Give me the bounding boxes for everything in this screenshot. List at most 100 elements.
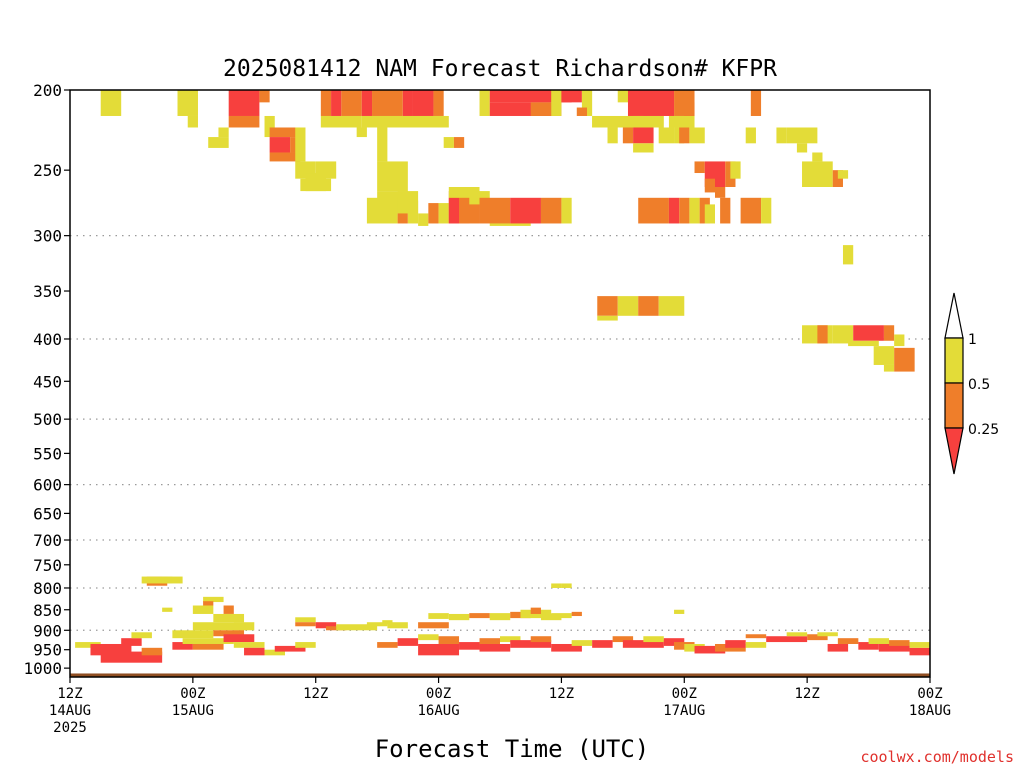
ri-cell: [878, 643, 910, 652]
credit-text[interactable]: coolwx.com/models: [860, 748, 1014, 766]
ri-cell: [837, 170, 849, 179]
y-tick-label: 300: [33, 227, 62, 246]
ri-cell: [658, 127, 675, 144]
ri-cell: [341, 90, 362, 116]
ri-cell: [848, 340, 879, 347]
ri-cell: [228, 115, 260, 128]
ri-cell: [438, 636, 460, 644]
ri-cell: [208, 137, 229, 148]
ri-cell: [382, 620, 393, 625]
ri-cell: [489, 223, 531, 226]
ri-cell: [868, 638, 890, 644]
ri-cell: [100, 651, 163, 663]
colorbar-top-triangle: [944, 292, 964, 339]
y-tick-label: 350: [33, 282, 62, 301]
ri-cell: [269, 137, 291, 153]
ri-cell: [561, 197, 572, 224]
ri-cell: [438, 115, 449, 128]
ri-cell: [361, 90, 373, 116]
x-tick-label: 00Z: [672, 686, 697, 702]
ri-cell: [889, 640, 910, 646]
ri-cell: [571, 640, 593, 646]
y-tick-label: 900: [33, 621, 62, 640]
ri-cell: [807, 634, 828, 641]
ri-cell: [612, 636, 634, 643]
ri-cell: [730, 161, 741, 179]
ri-cell: [172, 642, 193, 650]
x-tick-label: 12Z: [303, 686, 328, 702]
ri-cell: [295, 617, 316, 623]
ri-cell: [218, 127, 229, 138]
ri-cell: [812, 152, 823, 162]
ri-cell: [853, 325, 884, 341]
ri-cell: [827, 643, 849, 652]
ri-cell: [233, 642, 265, 648]
ri-cell: [418, 643, 460, 656]
ri-cell: [392, 115, 444, 128]
ri-cell: [90, 643, 132, 656]
ri-cell: [448, 186, 480, 198]
ri-cell: [366, 197, 398, 224]
y-tick-label: 950: [33, 641, 62, 660]
ri-cell: [817, 632, 838, 637]
ri-cell: [530, 636, 552, 643]
ri-cell: [668, 115, 695, 128]
ri-cell: [858, 642, 879, 650]
ri-cell: [331, 90, 342, 116]
ri-cell: [418, 634, 439, 641]
ri-cell: [561, 90, 582, 103]
plot-area: [69, 89, 931, 678]
ri-cell: [479, 643, 511, 652]
ri-cell: [576, 107, 588, 116]
ri-cell: [561, 583, 572, 588]
y-tick-label: 750: [33, 556, 62, 575]
ri-cell: [162, 576, 183, 584]
ri-cell: [387, 622, 408, 629]
ri-cell: [269, 152, 301, 162]
ri-cell: [295, 642, 316, 648]
ri-cell: [909, 647, 930, 656]
ri-cell: [300, 178, 332, 192]
ri-cell: [745, 642, 767, 648]
ri-cell: [883, 325, 895, 341]
y-tick-label: 200: [33, 81, 62, 100]
x-tick-label: 00Z: [180, 686, 205, 702]
y-tick-label: 650: [33, 504, 62, 523]
y-tick-label: 400: [33, 330, 62, 349]
ri-cell: [433, 90, 444, 116]
ri-cell: [428, 613, 449, 619]
y-tick-label: 600: [33, 476, 62, 495]
ri-cell: [633, 115, 664, 128]
ri-cell: [228, 90, 260, 116]
ri-cell: [668, 197, 680, 224]
ri-cell: [597, 315, 618, 321]
ri-cell: [315, 622, 337, 629]
ri-cell: [694, 645, 726, 654]
x-tick-label: 15AUG: [172, 703, 214, 719]
ri-cell: [581, 90, 593, 116]
ri-cell: [510, 197, 541, 224]
ri-cell: [551, 613, 572, 619]
ri-cell: [412, 90, 434, 116]
ri-cell: [842, 245, 854, 265]
ri-cell: [203, 596, 224, 603]
ri-cell: [540, 197, 562, 224]
y-tick-label: 850: [33, 601, 62, 620]
ri-cell: [162, 607, 173, 612]
ri-cell: [766, 636, 808, 643]
ri-cell: [402, 90, 413, 116]
ri-cell: [725, 640, 746, 648]
ri-cell: [172, 630, 214, 639]
ri-cell: [607, 127, 618, 144]
x-tick-label: 12Z: [549, 686, 574, 702]
ri-cell: [213, 630, 245, 637]
ri-cell: [295, 127, 306, 162]
ri-cell: [704, 178, 715, 193]
ri-cell: [551, 583, 562, 588]
ri-cell: [638, 296, 659, 316]
x-tick-label: 14AUG: [49, 703, 91, 719]
y-tick-label: 250: [33, 161, 62, 180]
ri-cell: [658, 296, 685, 316]
ri-cell: [397, 638, 419, 646]
